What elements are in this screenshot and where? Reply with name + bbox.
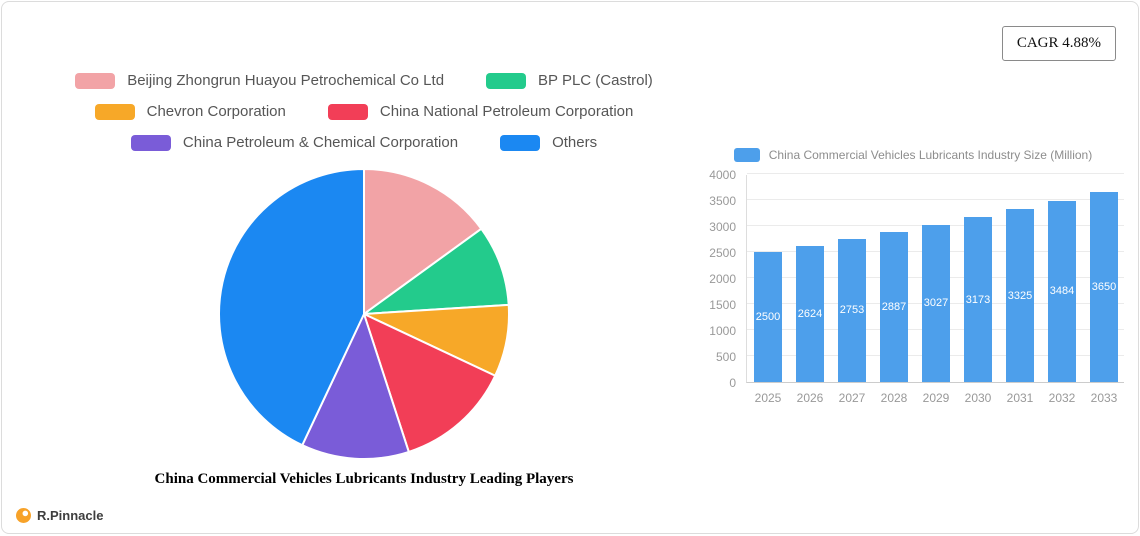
y-axis-label: 500	[715, 350, 736, 364]
pie-legend-item[interactable]: Chevron Corporation	[94, 103, 286, 120]
pie-slice[interactable]	[218, 167, 365, 447]
bar-value-label: 3027	[923, 297, 949, 310]
legend-swatch	[500, 134, 541, 151]
bar-value-label: 2624	[797, 307, 823, 320]
bar-chart-panel: China Commercial Vehicles Lubricants Ind…	[702, 148, 1124, 405]
x-axis-label: 2026	[796, 391, 824, 405]
bar[interactable]: 3484	[1048, 200, 1076, 382]
y-axis-label: 2000	[709, 272, 736, 286]
bar-value-label: 2887	[881, 300, 907, 313]
pie-slice[interactable]	[363, 167, 483, 316]
pie-legend-item[interactable]: Beijing Zhongrun Huayou Petrochemical Co…	[75, 72, 444, 89]
x-axis-label: 2028	[880, 391, 908, 405]
bar[interactable]: 2753	[838, 238, 866, 382]
legend-label: BP PLC (Castrol)	[538, 72, 653, 89]
legend-swatch	[486, 72, 527, 89]
x-axis-label: 2029	[922, 391, 950, 405]
y-axis-label: 3500	[709, 194, 736, 208]
bar-value-label: 2500	[755, 311, 781, 323]
x-axis-label: 2033	[1090, 391, 1118, 405]
bar[interactable]: 3650	[1090, 192, 1118, 382]
y-axis-label: 2500	[709, 246, 736, 260]
brand-logo: R.Pinnacle	[16, 508, 103, 523]
legend-swatch	[75, 72, 116, 89]
legend-label: Chevron Corporation	[146, 103, 286, 120]
pie-slice[interactable]	[360, 227, 510, 316]
bar-value-label: 2753	[839, 304, 865, 317]
pie-chart-panel: Beijing Zhongrun Huayou Petrochemical Co…	[40, 72, 688, 488]
y-axis-label: 4000	[709, 168, 736, 182]
x-axis-label: 2031	[1006, 391, 1034, 405]
gridline	[747, 199, 1124, 200]
bar[interactable]: 2500	[754, 252, 782, 382]
y-axis-label: 1500	[709, 298, 736, 312]
pie-chart-title: China Commercial Vehicles Lubricants Ind…	[154, 471, 574, 487]
bar[interactable]: 2624	[796, 245, 824, 382]
pie-legend-item[interactable]: China Petroleum & Chemical Corporation	[130, 134, 459, 151]
pie-slice[interactable]	[362, 312, 497, 454]
legend-label: Beijing Zhongrun Huayou Petrochemical Co…	[127, 72, 445, 89]
cagr-label: CAGR 4.88%	[1016, 35, 1101, 51]
bar[interactable]: 2887	[880, 231, 908, 382]
x-axis-label: 2032	[1048, 391, 1076, 405]
bar[interactable]: 3325	[1006, 209, 1034, 382]
bar-value-label: 3173	[965, 293, 991, 306]
bar-value-label: 3650	[1091, 281, 1117, 294]
logo-icon	[16, 508, 31, 523]
logo-text: R.Pinnacle	[37, 508, 104, 523]
legend-label: Others	[552, 134, 598, 151]
bar-value-label: 3484	[1049, 285, 1075, 298]
legend-swatch	[94, 103, 135, 120]
legend-swatch	[130, 134, 171, 151]
pie-chart	[218, 167, 510, 460]
legend-label: China Petroleum & Chemical Corporation	[182, 134, 459, 151]
bar-legend-swatch	[733, 148, 760, 162]
gridline	[747, 173, 1124, 174]
bar[interactable]: 3027	[922, 224, 950, 382]
y-axis-label: 0	[729, 376, 736, 390]
pie-legend-item[interactable]: China National Petroleum Corporation	[327, 103, 634, 120]
bar-chart: 0 500 1000 1500 2000 2500 3000 3500 4000 2500 202…	[702, 168, 1124, 405]
pie-slice[interactable]	[300, 311, 411, 460]
y-axis-label: 3000	[709, 220, 736, 234]
bar-value-label: 3325	[1007, 289, 1033, 302]
x-axis-label: 2025	[754, 391, 782, 405]
legend-label: China National Petroleum Corporation	[379, 103, 634, 120]
x-axis-label: 2027	[838, 391, 866, 405]
legend-swatch	[327, 103, 368, 120]
bar-legend-label: China Commercial Vehicles Lubricants Ind…	[768, 148, 1093, 162]
pie-legend-item[interactable]: Others	[500, 134, 597, 151]
y-axis: 0 500 1000 1500 2000 2500 3000 3500 4000	[702, 168, 746, 390]
pie-legend-item[interactable]: BP PLC (Castrol)	[486, 72, 653, 89]
cagr-badge: CAGR 4.88%	[1001, 26, 1116, 61]
bar-plot-area: 2500 2025 2624 2026 2753 2027 2887 2028 3027 2029…	[746, 173, 1124, 405]
pie-legend: Beijing Zhongrun Huayou Petrochemical Co…	[40, 72, 688, 151]
bar-legend-item[interactable]: China Commercial Vehicles Lubricants Ind…	[702, 148, 1124, 162]
x-axis-label: 2030	[964, 391, 992, 405]
bar[interactable]: 3173	[964, 217, 992, 382]
y-axis-label: 1000	[709, 324, 736, 338]
